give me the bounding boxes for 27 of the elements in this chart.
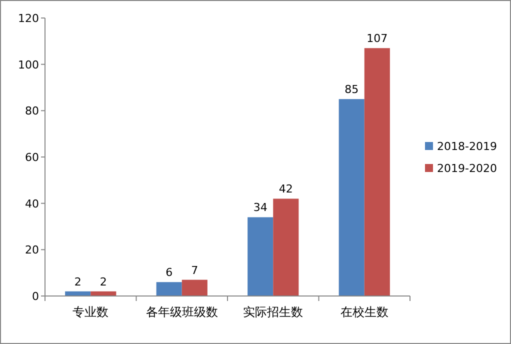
data-label: 2 bbox=[74, 275, 82, 288]
bar bbox=[182, 280, 208, 296]
legend-label: 2019-2020 bbox=[437, 162, 497, 175]
y-tick-label: 100 bbox=[18, 58, 39, 72]
x-tick-label: 专业数 bbox=[72, 305, 109, 319]
x-tick-label: 实际招生数 bbox=[243, 305, 304, 319]
x-tick-label: 各年级班级数 bbox=[146, 305, 218, 319]
data-label: 34 bbox=[253, 201, 268, 214]
data-label: 2 bbox=[100, 275, 107, 288]
bar bbox=[248, 217, 274, 296]
y-tick-label: 80 bbox=[25, 104, 39, 118]
data-label: 6 bbox=[166, 266, 173, 280]
y-tick-label: 20 bbox=[25, 244, 39, 257]
data-label: 85 bbox=[344, 83, 359, 96]
x-tick-label: 在校生数 bbox=[340, 305, 388, 319]
bar bbox=[156, 282, 182, 296]
legend-label: 2018-2019 bbox=[437, 140, 497, 153]
data-label: 107 bbox=[366, 32, 388, 46]
data-label: 7 bbox=[191, 264, 198, 277]
bar bbox=[338, 99, 364, 296]
bar bbox=[273, 198, 299, 296]
y-tick-label: 40 bbox=[25, 197, 39, 210]
y-tick-label: 0 bbox=[32, 290, 39, 303]
bar bbox=[364, 48, 390, 296]
y-tick-label: 60 bbox=[25, 151, 39, 164]
data-label: 42 bbox=[278, 182, 293, 196]
y-tick-label: 120 bbox=[18, 12, 39, 25]
